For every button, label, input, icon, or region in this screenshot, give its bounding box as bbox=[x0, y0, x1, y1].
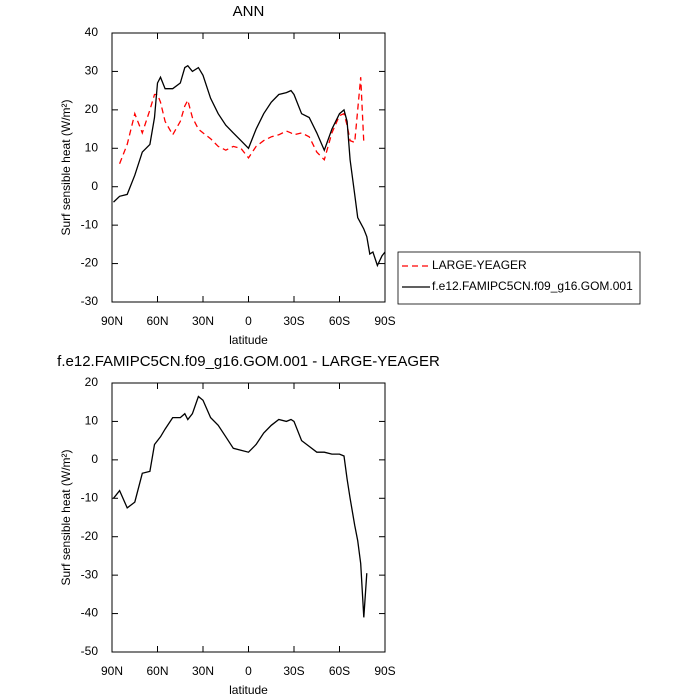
x-axis-label: latitude bbox=[229, 683, 268, 697]
x-tick-label: 0 bbox=[245, 664, 252, 678]
legend-box bbox=[397, 251, 641, 305]
y-axis-label: Surf sensible heat (W/m²) bbox=[59, 99, 73, 235]
data-line bbox=[113, 64, 386, 268]
legend-label: LARGE-YEAGER bbox=[432, 258, 527, 272]
y-tick-label: -20 bbox=[81, 256, 99, 270]
x-tick-label: 0 bbox=[245, 314, 252, 328]
y-tick-label: -10 bbox=[81, 490, 99, 504]
x-tick-label: 90S bbox=[374, 664, 395, 678]
y-tick-label: -30 bbox=[81, 567, 99, 581]
y-tick-label: -50 bbox=[81, 644, 99, 658]
y-axis-label: Surf sensible heat (W/m²) bbox=[59, 449, 73, 585]
plot-frame bbox=[111, 32, 386, 303]
x-tick-label: 30S bbox=[283, 664, 304, 678]
y-tick-label: -30 bbox=[81, 294, 99, 308]
legend-label: f.e12.FAMIPC5CN.f09_g16.GOM.001 bbox=[432, 279, 633, 293]
data-line bbox=[118, 77, 365, 164]
x-tick-label: 60N bbox=[146, 314, 168, 328]
x-tick-label: 60N bbox=[146, 664, 168, 678]
x-tick-label: 60S bbox=[329, 314, 350, 328]
y-tick-label: -40 bbox=[81, 606, 99, 620]
x-tick-label: 90N bbox=[101, 314, 123, 328]
x-tick-label: 90S bbox=[374, 314, 395, 328]
x-tick-label: 30N bbox=[192, 314, 214, 328]
y-tick-label: 10 bbox=[85, 140, 99, 154]
plot-frame bbox=[111, 382, 386, 653]
y-tick-label: 20 bbox=[85, 375, 99, 389]
y-tick-label: 30 bbox=[85, 64, 99, 78]
y-tick-label: -20 bbox=[81, 529, 99, 543]
x-tick-label: 30N bbox=[192, 664, 214, 678]
chart-title: f.e12.FAMIPC5CN.f09_g16.GOM.001 - LARGE-… bbox=[57, 353, 440, 370]
y-tick-label: 0 bbox=[91, 452, 98, 466]
y-tick-label: 0 bbox=[91, 179, 98, 193]
y-tick-label: 40 bbox=[85, 25, 99, 39]
x-axis-label: latitude bbox=[229, 333, 268, 347]
x-tick-label: 60S bbox=[329, 664, 350, 678]
data-line bbox=[112, 395, 368, 618]
x-tick-label: 30S bbox=[283, 314, 304, 328]
y-tick-label: 20 bbox=[85, 102, 99, 116]
chart-title: ANN bbox=[233, 3, 265, 20]
x-tick-label: 90N bbox=[101, 664, 123, 678]
y-tick-label: 10 bbox=[85, 414, 99, 428]
y-tick-label: -10 bbox=[81, 217, 99, 231]
